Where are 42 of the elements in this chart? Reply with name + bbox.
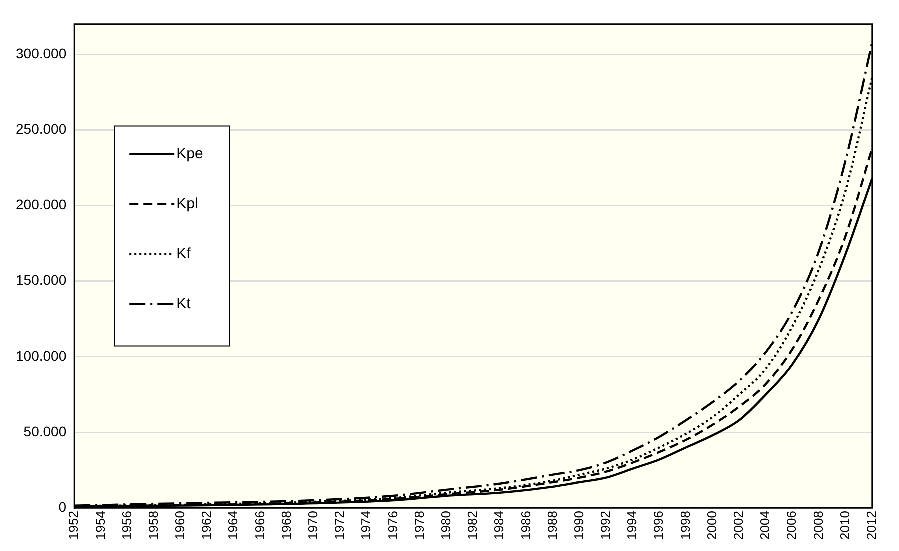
x-tick-label: 2000 xyxy=(704,511,720,540)
x-tick-label: 1992 xyxy=(598,511,614,540)
x-tick-label: 1960 xyxy=(172,511,188,540)
x-tick-label: 2008 xyxy=(810,511,826,540)
x-tick-label: 1990 xyxy=(571,511,586,540)
legend-label: Kt xyxy=(176,295,192,312)
x-tick-label: 1976 xyxy=(385,511,400,540)
x-tick-label: 1954 xyxy=(92,511,108,540)
x-tick-label: 1952 xyxy=(66,511,82,540)
x-tick-label: 2002 xyxy=(731,511,746,540)
y-tick-label: 300.000 xyxy=(16,45,67,62)
x-tick-label: 1964 xyxy=(226,511,241,540)
y-tick-label: 50.000 xyxy=(24,423,67,440)
x-tick-label: 1982 xyxy=(465,511,480,540)
x-tick-label: 1986 xyxy=(518,511,534,540)
x-tick-label: 1970 xyxy=(306,511,321,540)
x-tick-label: 2006 xyxy=(784,511,800,540)
x-tick-label: 1994 xyxy=(624,511,640,540)
x-tick-label: 1958 xyxy=(146,511,161,540)
legend-label: Kf xyxy=(176,245,192,262)
x-tick-label: 1972 xyxy=(332,511,348,540)
x-tick-label: 1980 xyxy=(438,511,454,540)
x-tick-label: 1966 xyxy=(252,511,268,540)
y-tick-label: 250.000 xyxy=(16,121,67,138)
x-tick-label: 1996 xyxy=(651,511,666,540)
legend-label: Kpl xyxy=(176,195,198,212)
x-tick-label: 1974 xyxy=(358,511,374,540)
x-tick-label: 1978 xyxy=(412,511,427,540)
y-tick-label: 200.000 xyxy=(16,196,67,213)
legend-label: Kpe xyxy=(176,145,204,162)
x-tick-label: 1998 xyxy=(678,511,693,540)
x-tick-label: 1988 xyxy=(544,511,560,540)
x-tick-label: 1956 xyxy=(119,511,134,540)
x-tick-label: 1984 xyxy=(492,511,507,540)
x-tick-label: 2012 xyxy=(864,511,879,540)
x-tick-label: 2010 xyxy=(837,511,852,540)
y-tick-label: 100.000 xyxy=(16,348,67,364)
x-tick-label: 1962 xyxy=(199,511,214,540)
x-tick-label: 1968 xyxy=(278,511,294,540)
y-tick-label: 150.000 xyxy=(16,272,67,288)
x-tick-label: 2004 xyxy=(758,511,773,540)
y-tick-label: 0 xyxy=(58,498,67,515)
